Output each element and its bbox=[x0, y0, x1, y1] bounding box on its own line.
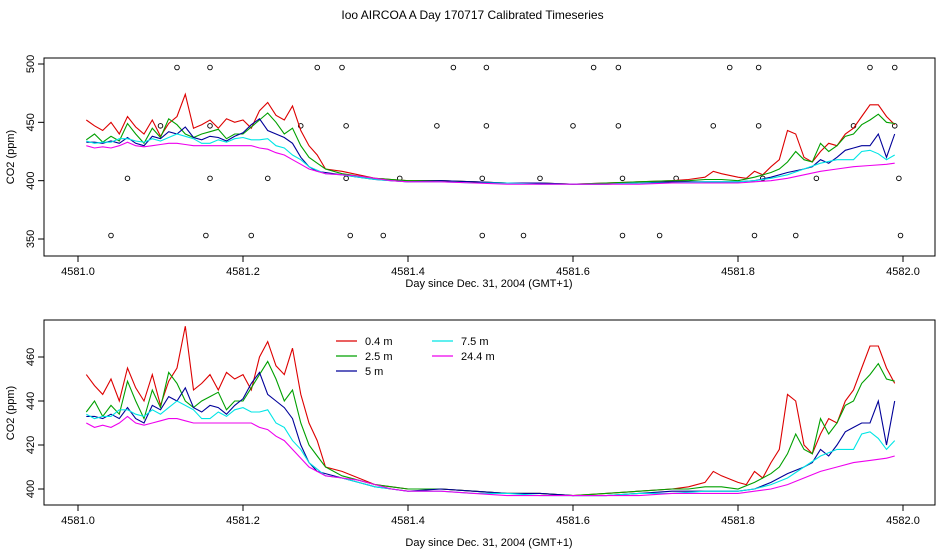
calibration-point bbox=[479, 175, 486, 182]
legend-label: 0.4 m bbox=[365, 336, 393, 348]
calibration-point bbox=[483, 123, 490, 129]
bottom-plot-frame bbox=[43, 319, 936, 506]
calibration-point bbox=[343, 123, 349, 129]
calibration-point bbox=[892, 64, 898, 71]
top-x-tick-label: 4581.8 bbox=[721, 266, 755, 278]
bottom-y-tick-label: 440 bbox=[25, 392, 37, 410]
bottom-x-tick-label: 4581.6 bbox=[556, 515, 590, 527]
bottom-x-tick-label: 4581.2 bbox=[226, 515, 260, 527]
bottom-series-2-5-mline bbox=[85, 360, 895, 497]
calibration-point bbox=[656, 232, 663, 239]
calibration-point bbox=[727, 64, 733, 71]
calibration-point bbox=[755, 123, 762, 129]
top-x-tick-label: 4582.0 bbox=[886, 266, 920, 278]
calibration-point bbox=[615, 123, 622, 129]
figure-title: Ioo AIRCOA A Day 170717 Calibrated Times… bbox=[341, 8, 604, 22]
calibration-point bbox=[124, 175, 131, 182]
calibration-point bbox=[450, 64, 457, 71]
top-x-tick-label: 4581.6 bbox=[556, 266, 590, 278]
top-series-0-4-mline bbox=[85, 92, 896, 185]
top-y-axis-label: CO2 (ppm) bbox=[5, 130, 17, 184]
legend-label: 2.5 m bbox=[365, 351, 393, 363]
calibration-point bbox=[207, 175, 213, 182]
calibration-point bbox=[867, 64, 873, 71]
calibration-point bbox=[619, 175, 626, 182]
calibration-point bbox=[892, 123, 898, 129]
bottom-x-tick-label: 4581.4 bbox=[391, 515, 425, 527]
calibration-point bbox=[157, 123, 164, 129]
legend-label: 5 m bbox=[365, 366, 383, 378]
calibration-point bbox=[619, 232, 626, 239]
top-y-tick-label: 450 bbox=[25, 113, 37, 131]
legend-label: 7.5 m bbox=[461, 336, 489, 348]
calibration-point bbox=[380, 232, 387, 239]
calibration-point bbox=[347, 232, 354, 239]
bottom-x-axis-label: Day since Dec. 31, 2004 (GMT+1) bbox=[405, 537, 572, 549]
top-y-tick-label: 400 bbox=[25, 171, 37, 189]
legend-label: 24.4 m bbox=[461, 351, 495, 363]
top-series-5-mline bbox=[86, 118, 896, 185]
top-plot-frame bbox=[43, 57, 936, 257]
top-y-tick-label: 350 bbox=[25, 230, 37, 248]
calibration-point bbox=[314, 64, 321, 71]
legend: 0.4 m 2.5 m 5 m 7.5 m 24.4 m bbox=[336, 336, 495, 378]
bottom-panel: Day since Dec. 31, 2004 (GMT+1) CO2 (ppm… bbox=[5, 319, 936, 549]
bottom-series-7-5-mline bbox=[86, 400, 896, 497]
calibration-point bbox=[615, 64, 622, 71]
calibration-point bbox=[343, 175, 349, 182]
calibration-point bbox=[298, 123, 304, 129]
top-series-24-4-mline bbox=[86, 141, 895, 185]
top-panel: Day since Dec. 31, 2004 (GMT+1) CO2 (ppm… bbox=[5, 55, 936, 290]
top-x-tick-label: 4581.2 bbox=[226, 266, 260, 278]
bottom-series-24-4-mline bbox=[86, 415, 895, 497]
calibration-point bbox=[248, 232, 254, 239]
bottom-y-tick-label: 420 bbox=[25, 436, 37, 454]
bottom-series-5-mline bbox=[86, 371, 896, 497]
calibration-point bbox=[570, 123, 576, 129]
calibration-point bbox=[751, 232, 758, 239]
bottom-y-tick-label: 400 bbox=[25, 480, 37, 498]
calibration-point bbox=[590, 64, 597, 71]
calibration-point bbox=[203, 232, 209, 239]
calibration-point bbox=[339, 64, 345, 71]
calibration-point bbox=[710, 123, 717, 129]
calibration-point bbox=[793, 232, 799, 239]
calibration-point bbox=[265, 175, 271, 182]
calibration-point bbox=[483, 64, 490, 71]
top-series-2-5-mline bbox=[85, 112, 895, 185]
calibration-point bbox=[897, 232, 904, 239]
bottom-x-tick-label: 4581.0 bbox=[61, 515, 95, 527]
calibration-point bbox=[520, 232, 527, 239]
bottom-x-tick-label: 4581.8 bbox=[721, 515, 755, 527]
bottom-y-tick-label: 460 bbox=[25, 348, 37, 366]
calibration-point bbox=[479, 232, 486, 239]
calibration-point bbox=[108, 232, 114, 239]
bottom-y-axis-label: CO2 (ppm) bbox=[5, 386, 17, 440]
calibration-point bbox=[537, 175, 543, 182]
top-series-7-5-mline bbox=[86, 133, 895, 185]
calibration-point bbox=[207, 123, 213, 129]
calibration-point bbox=[174, 64, 180, 71]
top-x-tick-label: 4581.4 bbox=[391, 266, 425, 278]
bottom-x-tick-label: 4582.0 bbox=[886, 515, 920, 527]
calibration-point bbox=[755, 64, 762, 71]
top-x-axis-label: Day since Dec. 31, 2004 (GMT+1) bbox=[405, 278, 572, 290]
calibration-point bbox=[207, 64, 213, 71]
calibration-point bbox=[434, 123, 440, 129]
calibration-point bbox=[896, 175, 902, 182]
top-x-tick-label: 4581.0 bbox=[61, 266, 95, 278]
top-y-tick-label: 500 bbox=[25, 55, 37, 73]
calibration-point bbox=[813, 175, 820, 182]
